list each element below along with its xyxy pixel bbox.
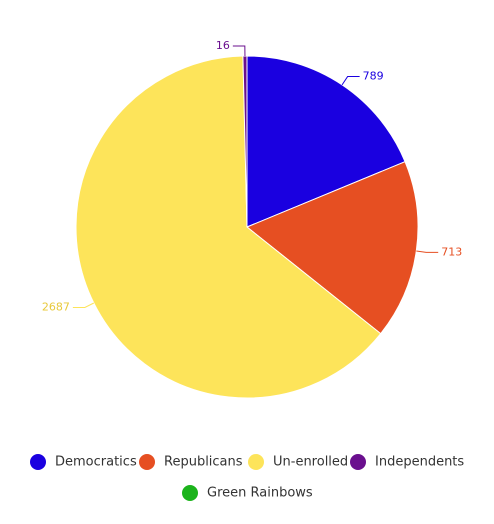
label-leader xyxy=(341,76,360,86)
legend-marker xyxy=(139,454,155,470)
label-leader xyxy=(72,302,95,308)
legend-marker xyxy=(248,454,264,470)
pie-slice xyxy=(246,55,406,228)
label-leader xyxy=(416,250,439,253)
legend-label: Republicans xyxy=(164,455,243,470)
legend-label: Democratics xyxy=(55,455,137,470)
pie-slice xyxy=(75,55,382,399)
legend-marker xyxy=(30,454,46,470)
pie-slice xyxy=(246,161,419,335)
legend-label: Independents xyxy=(375,455,464,470)
legend-label: Un-enrolled xyxy=(273,455,348,470)
legend-label: Green Rainbows xyxy=(207,486,313,501)
legend-marker xyxy=(182,485,198,501)
pie-slice xyxy=(242,55,248,228)
legend-marker xyxy=(350,454,366,470)
data-label: 789 xyxy=(363,70,384,83)
label-leader xyxy=(232,45,246,57)
data-label: 16 xyxy=(216,39,230,52)
data-label: 2687 xyxy=(42,300,70,313)
data-label: 713 xyxy=(441,245,462,258)
